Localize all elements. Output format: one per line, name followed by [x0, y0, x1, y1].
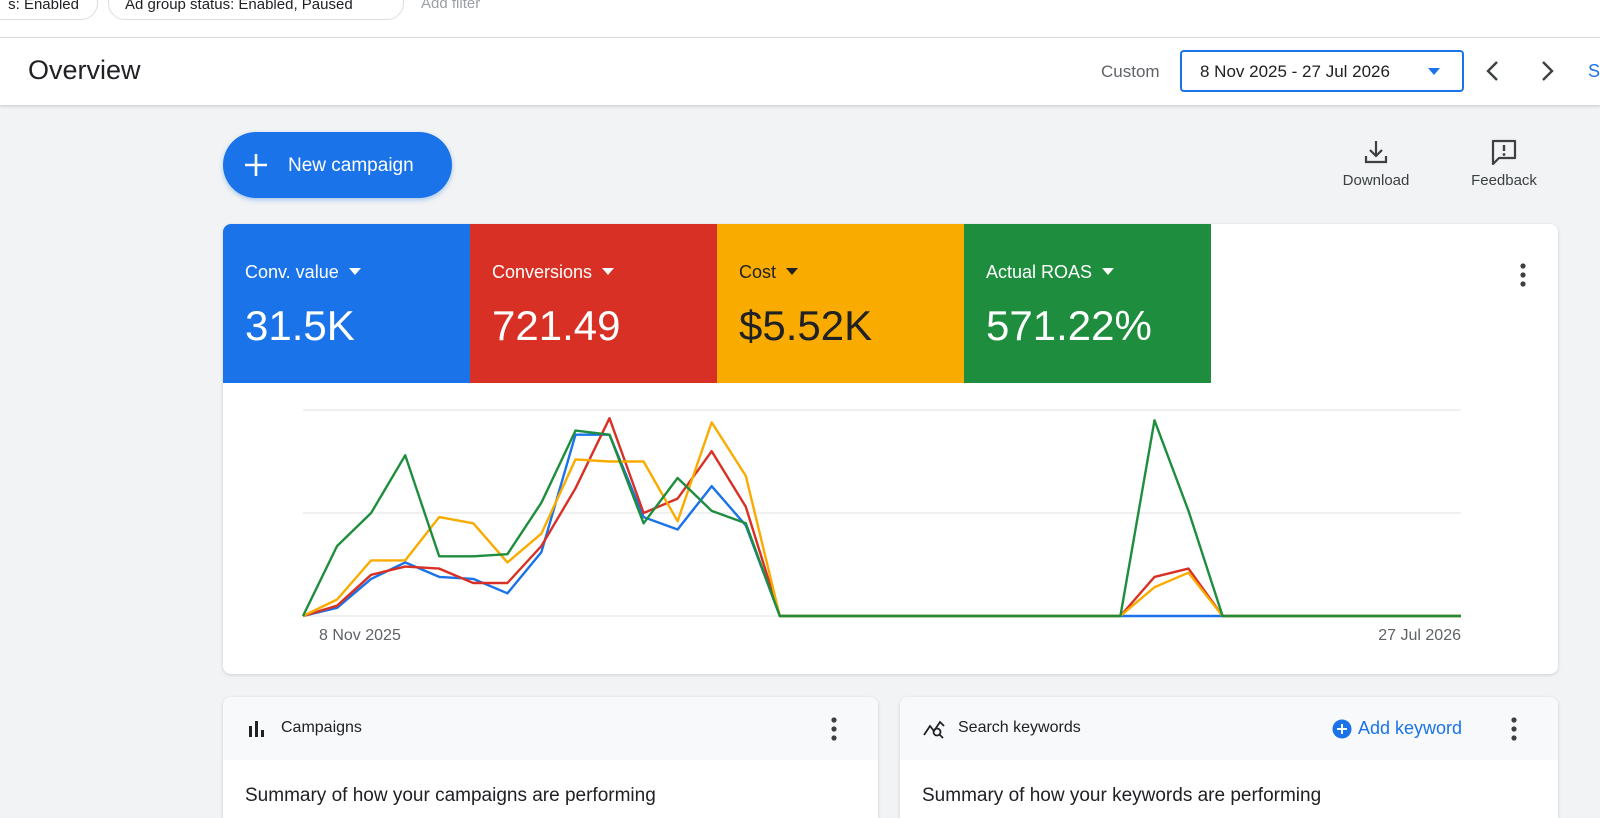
page-header: Overview Custom 8 Nov 2025 - 27 Jul 2026… [0, 38, 1600, 105]
chevron-down-icon [1428, 68, 1440, 75]
metric-label: Conv. value [245, 262, 361, 283]
filter-chip-status[interactable]: s: Enabled [0, 0, 98, 20]
performance-chart: 8 Nov 2025 27 Jul 2026 [301, 409, 1461, 644]
download-icon [1364, 141, 1388, 164]
new-campaign-label: New campaign [288, 155, 414, 176]
metric-label-text: Cost [739, 262, 777, 282]
chart-series-line-3 [302, 421, 1461, 618]
campaigns-card: Campaigns Summary of how your campaigns … [223, 697, 878, 818]
chart-series-line-4 [301, 419, 1461, 618]
chevron-right-icon [1542, 61, 1554, 81]
campaigns-card-header: Campaigns [223, 697, 878, 760]
more-vert-icon [831, 717, 837, 741]
add-filter-link[interactable]: Add filter [421, 0, 481, 12]
feedback-label: Feedback [1471, 172, 1537, 189]
search-keywords-card: Search keywords Add keyword Summary of h… [900, 697, 1558, 818]
metric-conversions[interactable]: Conversions 721.49 [470, 224, 717, 383]
metric-cost[interactable]: Cost $5.52K [717, 224, 964, 383]
add-circle-icon [1332, 719, 1352, 739]
metric-value: 571.22% [986, 302, 1152, 349]
previous-period-button[interactable] [1476, 54, 1510, 88]
metric-label-text: Conversions [492, 262, 593, 282]
share-button[interactable]: S [1588, 61, 1600, 81]
caret-down-icon [348, 268, 361, 275]
metric-actual-roas[interactable]: Actual ROAS 571.22% [964, 224, 1211, 383]
metric-label-text: Conv. value [245, 262, 339, 282]
date-range-value: 8 Nov 2025 - 27 Jul 2026 [1200, 62, 1390, 81]
chart-series [301, 417, 1461, 618]
add-keyword-label: Add keyword [1358, 718, 1463, 738]
feedback-button[interactable]: Feedback [1454, 138, 1554, 189]
keywords-more-menu-button[interactable] [1504, 714, 1524, 744]
plus-icon [245, 154, 267, 176]
caret-down-icon [786, 268, 799, 275]
more-vert-icon [1511, 717, 1517, 741]
campaigns-card-title: Campaigns [281, 719, 362, 736]
metric-value: 721.49 [492, 302, 621, 349]
new-campaign-button[interactable]: New campaign [223, 132, 452, 198]
metric-value: $5.52K [739, 302, 873, 349]
chart-series-line-2 [302, 417, 1461, 618]
metric-label: Conversions [492, 262, 615, 283]
page-title: Overview [28, 55, 141, 85]
keywords-card-header: Search keywords Add keyword [900, 697, 1558, 760]
metric-label: Actual ROAS [986, 262, 1115, 283]
caret-down-icon [602, 268, 615, 275]
more-vert-icon [1520, 263, 1526, 287]
x-tick-start: 8 Nov 2025 [319, 627, 401, 644]
caret-down-icon [1102, 268, 1115, 275]
keywords-summary-text: Summary of how your keywords are perform… [922, 785, 1322, 806]
campaigns-summary-text: Summary of how your campaigns are perfor… [245, 785, 656, 806]
feedback-icon [1491, 139, 1517, 166]
metric-label-text: Actual ROAS [986, 262, 1093, 282]
download-button[interactable]: Download [1326, 138, 1426, 189]
keywords-card-title: Search keywords [958, 719, 1081, 736]
chart-series-line-1 [302, 433, 1461, 618]
card-more-menu-button[interactable] [1513, 260, 1533, 290]
bar-chart-icon [249, 721, 264, 737]
metric-value: 31.5K [245, 302, 355, 349]
filter-chip-ad-group-status[interactable]: Ad group status: Enabled, Paused [108, 0, 404, 20]
date-range-select[interactable]: 8 Nov 2025 - 27 Jul 2026 [1180, 50, 1464, 92]
performance-card: Conv. value 31.5K Conversions 721.49 Cos… [223, 224, 1558, 674]
campaigns-more-menu-button[interactable] [824, 714, 844, 744]
x-tick-end: 27 Jul 2026 [1378, 627, 1461, 644]
date-range-label: Custom [1101, 62, 1160, 81]
metric-conv-value[interactable]: Conv. value 31.5K [223, 224, 470, 383]
chevron-left-icon [1486, 61, 1498, 81]
download-label: Download [1342, 172, 1410, 189]
filter-bar: s: Enabled Ad group status: Enabled, Pau… [0, 0, 1600, 38]
keyword-trend-icon [923, 720, 945, 739]
metric-label: Cost [739, 262, 799, 283]
chart-grid [303, 409, 1461, 617]
next-period-button[interactable] [1530, 54, 1564, 88]
